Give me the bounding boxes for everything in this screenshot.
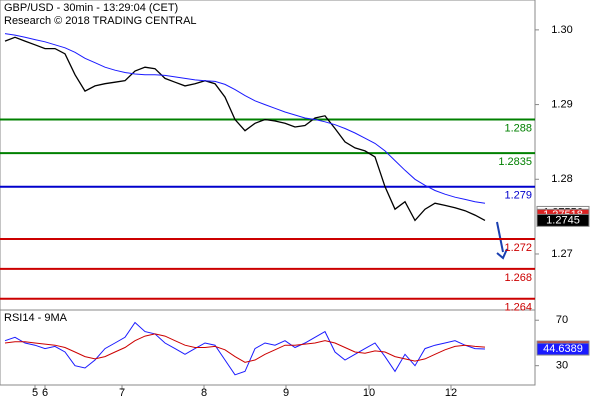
y-tick-label: 1.29 <box>551 98 572 110</box>
price-tag-label: 44.6389 <box>543 343 583 355</box>
series-line <box>4 36 486 222</box>
level-label: 1.279 <box>504 190 532 202</box>
y-tick-label: 30 <box>556 360 568 372</box>
price-tag <box>536 213 590 227</box>
series-line <box>4 333 486 363</box>
level-label: 1.268 <box>504 272 532 284</box>
level-label: 1.264 <box>504 302 532 314</box>
price-tag <box>536 342 590 356</box>
y-tick-label: 70 <box>556 314 568 326</box>
x-tick-label: 12 <box>445 387 457 399</box>
series-line <box>4 33 486 204</box>
level-label: 1.2835 <box>498 156 532 168</box>
y-tick-label: 1.30 <box>551 24 572 36</box>
forecast-arrow <box>496 221 508 260</box>
x-tick-label: 8 <box>201 387 207 399</box>
rsi-title: RSI14 - 9MA <box>4 312 68 324</box>
x-tick-label: 10 <box>363 387 375 399</box>
plot-frame <box>0 0 536 386</box>
y-tick-label: 1.28 <box>551 173 572 185</box>
x-tick-label: 6 <box>42 387 48 399</box>
x-tick-label: 5 <box>32 387 38 399</box>
y-tick-label: 1.27 <box>551 248 572 260</box>
x-tick-label: 9 <box>283 387 289 399</box>
level-label: 1.288 <box>504 122 532 134</box>
level-label: 1.272 <box>504 242 532 254</box>
chart-title: GBP/USD - 30min - 13:29:04 (CET) <box>4 2 178 14</box>
series-line <box>4 321 486 376</box>
x-tick-label: 7 <box>119 387 125 399</box>
price-tag-label: 1.2745 <box>546 214 580 226</box>
chart-subtitle: Research © 2018 TRADING CENTRAL <box>4 15 197 27</box>
